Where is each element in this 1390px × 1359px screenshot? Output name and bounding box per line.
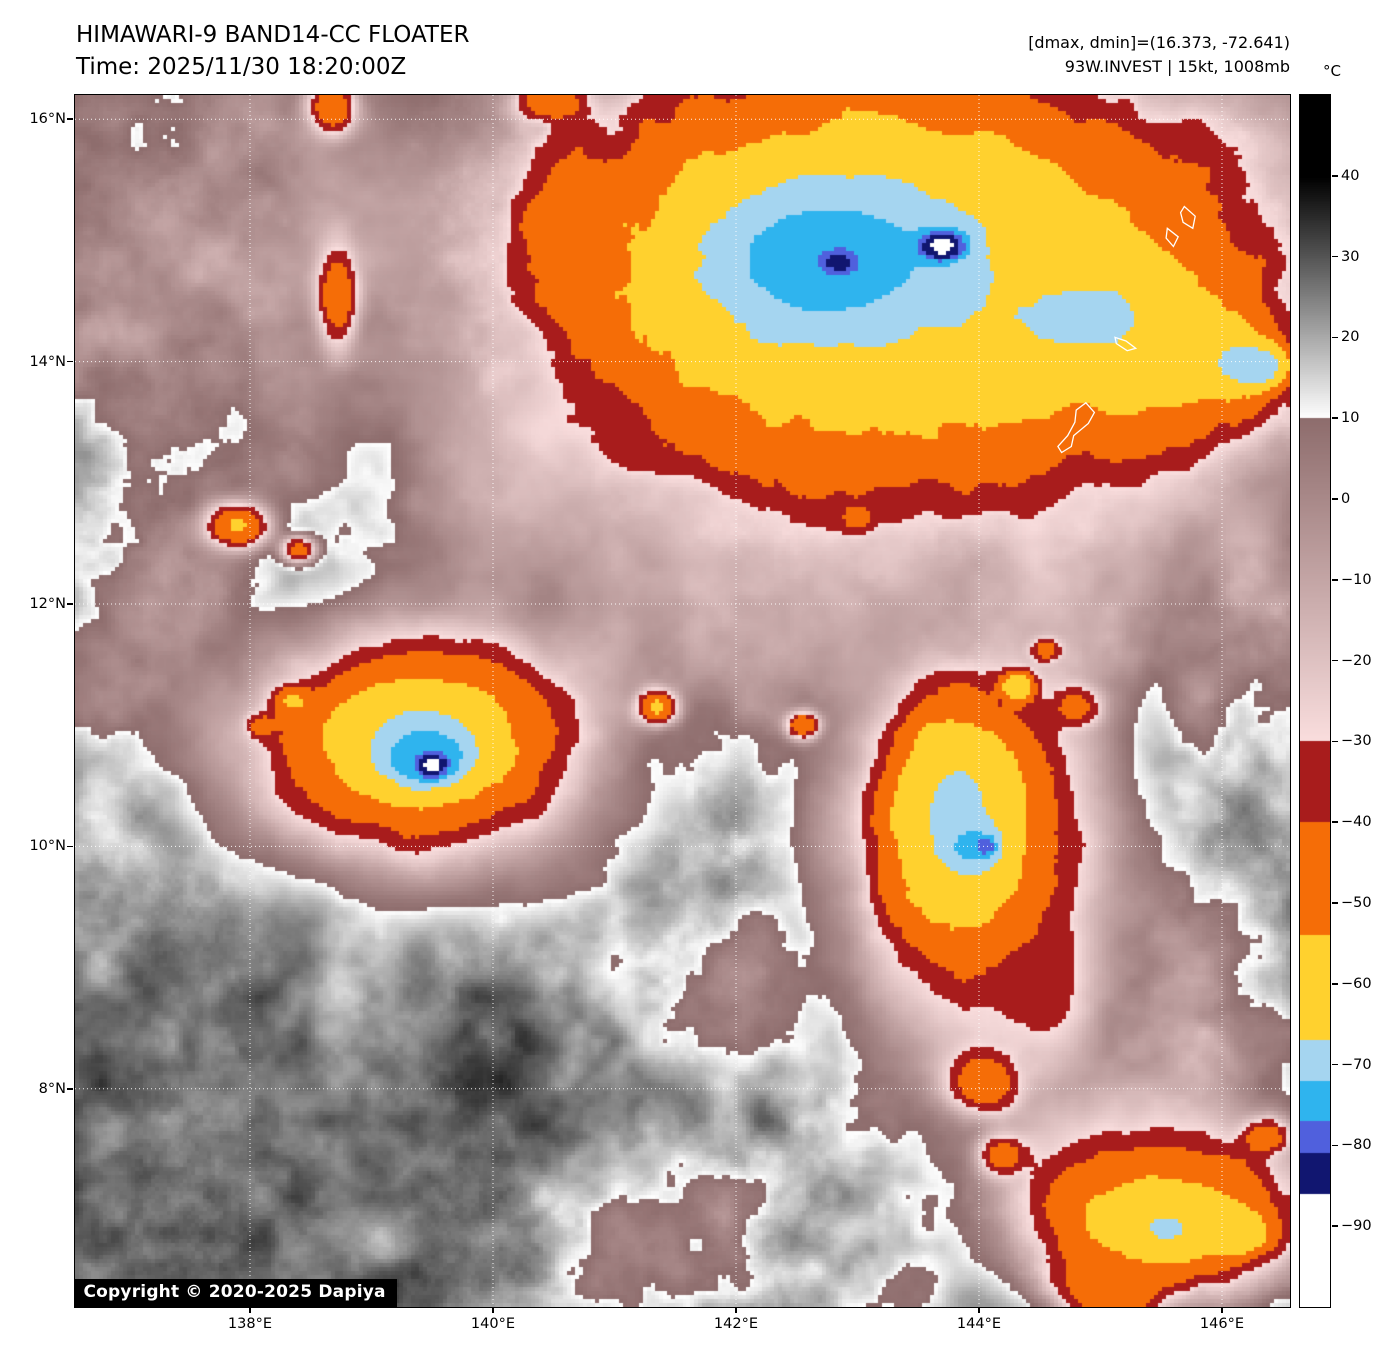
- colorbar-tick-mark: [1332, 1225, 1338, 1227]
- colorbar: [1299, 93, 1331, 1308]
- colorbar-tick-label: 0: [1341, 491, 1351, 507]
- colorbar-tick-label: −60: [1341, 975, 1372, 992]
- colorbar-tick-label: −30: [1341, 733, 1372, 750]
- lat-tick-label: 10°N: [29, 838, 66, 855]
- lon-tick-mark: [492, 1307, 494, 1313]
- colorbar-tick-mark: [1332, 1063, 1338, 1066]
- lon-tick-label: 138°E: [227, 1316, 272, 1332]
- lon-tick-label: 142°E: [713, 1316, 758, 1332]
- lat-tick-mark: [67, 360, 73, 363]
- colorbar-tick-label: −10: [1341, 571, 1372, 588]
- lon-tick-mark: [978, 1307, 980, 1313]
- colorbar-tick-label: −90: [1341, 1218, 1372, 1235]
- lat-tick-label: 8°N: [38, 1080, 66, 1097]
- colorbar-tick-mark: [1332, 498, 1338, 500]
- colorbar-tick-mark: [1332, 740, 1338, 743]
- lat-tick-label: 14°N: [29, 353, 66, 370]
- colorbar-tick-label: 40: [1341, 167, 1360, 184]
- colorbar-unit-label: °C: [1323, 62, 1341, 80]
- lat-tick-label: 16°N: [29, 111, 66, 128]
- lon-tick-label: 146°E: [1199, 1316, 1244, 1332]
- colorbar-tick-mark: [1332, 659, 1338, 662]
- colorbar-tick-mark: [1332, 902, 1338, 904]
- colorbar-tick-mark: [1332, 175, 1338, 177]
- storm-info-label: 93W.INVEST | 15kt, 1008mb: [1064, 57, 1290, 76]
- figure-time: Time: 2025/11/30 18:20:00Z: [76, 54, 407, 80]
- colorbar-tick-label: −50: [1341, 895, 1372, 911]
- satellite-map: Copyright © 2020-2025 Dapiya: [73, 93, 1291, 1308]
- colorbar-tick-mark: [1332, 255, 1338, 258]
- lat-tick-label: 12°N: [29, 596, 66, 613]
- colorbar-tick-mark: [1332, 336, 1338, 339]
- colorbar-tick-mark: [1332, 821, 1338, 823]
- colorbar-tick-mark: [1332, 579, 1338, 581]
- lat-tick-mark: [67, 845, 73, 848]
- lon-tick-mark: [249, 1307, 251, 1313]
- lat-tick-mark: [67, 118, 73, 120]
- dmax-dmin-label: [dmax, dmin]=(16.373, -72.641): [1028, 33, 1290, 52]
- colorbar-tick-label: −40: [1341, 814, 1372, 831]
- lon-tick-mark: [1221, 1307, 1223, 1313]
- lat-tick-mark: [67, 603, 73, 605]
- colorbar-tick-mark: [1332, 1144, 1338, 1147]
- colorbar-tick-mark: [1332, 983, 1338, 985]
- copyright-label: Copyright © 2020-2025 Dapiya: [74, 1278, 397, 1307]
- colorbar-tick-label: 20: [1341, 329, 1360, 346]
- lat-tick-mark: [67, 1088, 73, 1090]
- figure-title: HIMAWARI-9 BAND14-CC FLOATER: [76, 22, 470, 48]
- colorbar-tick-label: 30: [1341, 248, 1360, 265]
- lon-tick-label: 144°E: [956, 1316, 1001, 1332]
- colorbar-tick-label: 10: [1341, 410, 1360, 427]
- lon-tick-label: 140°E: [470, 1316, 515, 1332]
- colorbar-tick-label: −80: [1341, 1137, 1372, 1154]
- header-right: [dmax, dmin]=(16.373, -72.641) 93W.INVES…: [1028, 31, 1290, 79]
- satellite-image-canvas: [74, 94, 1290, 1307]
- colorbar-tick-label: −20: [1341, 652, 1372, 669]
- colorbar-canvas: [1300, 94, 1330, 1307]
- colorbar-tick-mark: [1332, 417, 1338, 419]
- colorbar-tick-label: −70: [1341, 1056, 1372, 1073]
- lon-tick-mark: [735, 1307, 737, 1313]
